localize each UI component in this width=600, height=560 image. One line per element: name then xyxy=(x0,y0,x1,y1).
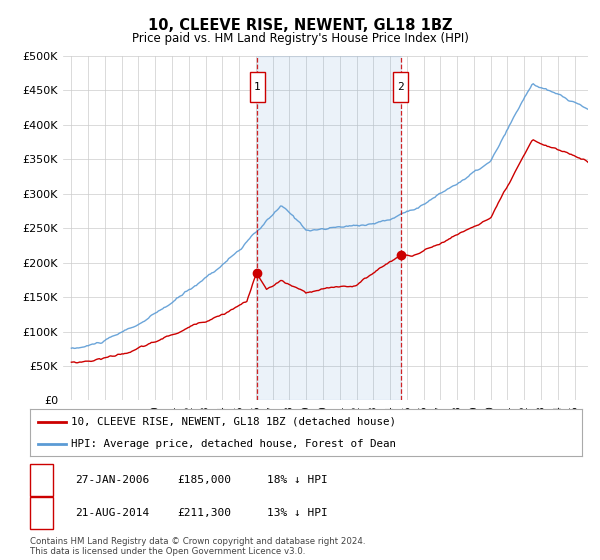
Text: This data is licensed under the Open Government Licence v3.0.: This data is licensed under the Open Gov… xyxy=(30,547,305,556)
Text: 1: 1 xyxy=(38,475,45,484)
Text: Contains HM Land Registry data © Crown copyright and database right 2024.: Contains HM Land Registry data © Crown c… xyxy=(30,537,365,546)
FancyBboxPatch shape xyxy=(393,72,409,102)
Text: 10, CLEEVE RISE, NEWENT, GL18 1BZ (detached house): 10, CLEEVE RISE, NEWENT, GL18 1BZ (detac… xyxy=(71,417,397,427)
Text: 27-JAN-2006: 27-JAN-2006 xyxy=(75,475,149,484)
Text: Price paid vs. HM Land Registry's House Price Index (HPI): Price paid vs. HM Land Registry's House … xyxy=(131,32,469,45)
Text: £211,300: £211,300 xyxy=(177,508,231,518)
Text: 18% ↓ HPI: 18% ↓ HPI xyxy=(267,475,328,484)
Text: 10, CLEEVE RISE, NEWENT, GL18 1BZ: 10, CLEEVE RISE, NEWENT, GL18 1BZ xyxy=(148,18,452,33)
Bar xyxy=(257,56,401,400)
Text: £185,000: £185,000 xyxy=(177,475,231,484)
Text: 1: 1 xyxy=(254,82,260,92)
Text: HPI: Average price, detached house, Forest of Dean: HPI: Average price, detached house, Fore… xyxy=(71,438,397,449)
Text: 2: 2 xyxy=(397,82,404,92)
FancyBboxPatch shape xyxy=(250,72,265,102)
Text: 13% ↓ HPI: 13% ↓ HPI xyxy=(267,508,328,518)
Text: 21-AUG-2014: 21-AUG-2014 xyxy=(75,508,149,518)
Text: 2: 2 xyxy=(38,508,45,518)
